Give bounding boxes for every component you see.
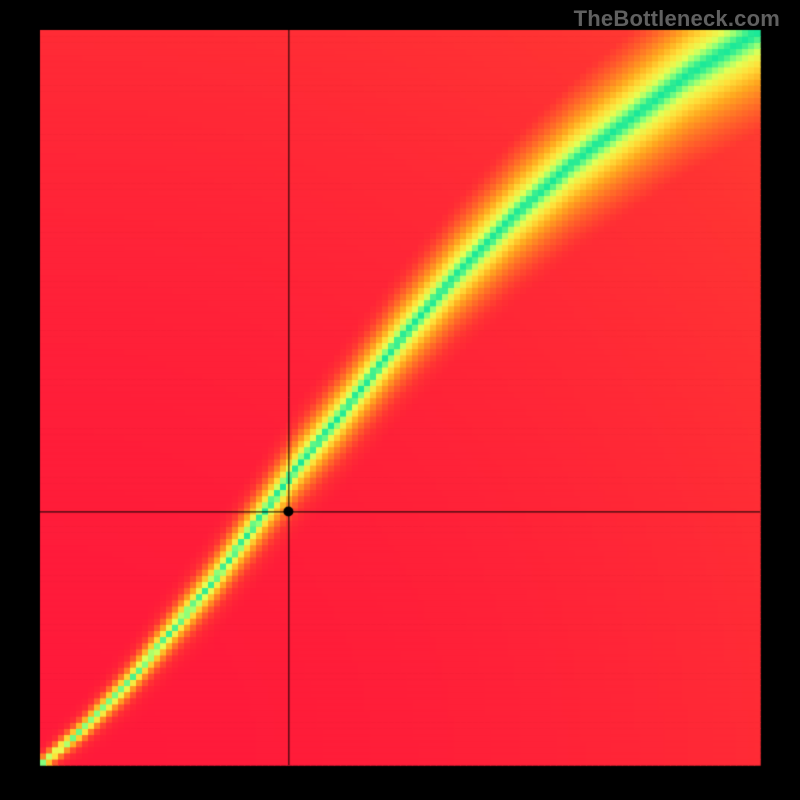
chart-container: { "watermark": { "text": "TheBottleneck.…	[0, 0, 800, 800]
watermark-text: TheBottleneck.com	[574, 6, 780, 32]
bottleneck-heatmap	[0, 0, 800, 800]
